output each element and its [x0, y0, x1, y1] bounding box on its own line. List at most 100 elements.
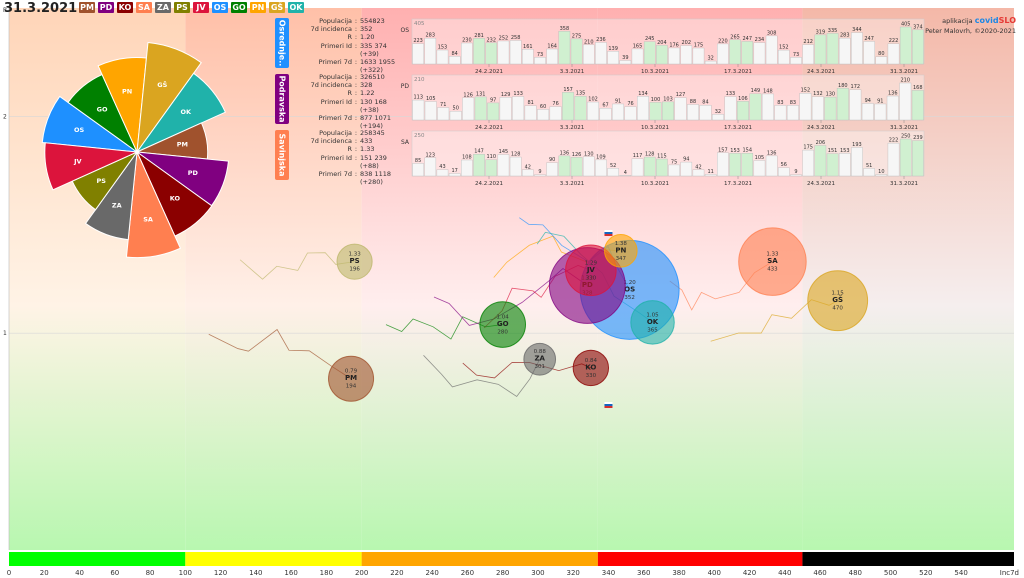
stat-label: 7d incidenca [310, 25, 352, 34]
bar-value-label: 176 [669, 42, 679, 48]
stat-row: Populacija:326510 [292, 73, 406, 81]
bar-value-label: 80 [878, 51, 884, 57]
bar-value-label: 76 [552, 101, 558, 107]
bar [790, 174, 802, 177]
bubble [572, 349, 610, 387]
region-tab[interactable]: Savinjska [275, 130, 289, 180]
bar-value-label: 4 [624, 170, 627, 176]
bar-value-label: 52 [610, 163, 616, 169]
bar-region-code: OS [400, 27, 409, 34]
region-tab-label: Podravska [277, 75, 287, 123]
region-button-ko[interactable]: KO [117, 2, 133, 13]
bar-value-label: 232 [486, 37, 496, 43]
bar [656, 158, 668, 177]
bar [887, 142, 900, 177]
region-button-pm[interactable]: PM [79, 2, 95, 13]
region-button-za[interactable]: ZA [155, 2, 171, 13]
bar-value-label: 230 [462, 37, 472, 43]
region-button-ps[interactable]: PS [174, 2, 190, 13]
bubble-inc-label: 330 [586, 373, 597, 379]
bar-value-label: 222 [889, 138, 899, 144]
bar [861, 103, 874, 121]
bubble [630, 300, 675, 345]
bar [912, 140, 924, 177]
bar [424, 101, 437, 121]
bar [612, 103, 624, 121]
bar-value-label: 108 [462, 155, 472, 161]
bar [863, 168, 875, 177]
bubble-r-label: 1.15 [832, 291, 845, 297]
bar-value-label: 358 [560, 26, 570, 32]
bar [574, 96, 587, 121]
region-button-os[interactable]: OS [212, 2, 228, 13]
pie-slice-label: PS [97, 177, 107, 185]
region-button-go[interactable]: GO [231, 2, 247, 13]
bar [736, 101, 749, 121]
bar [680, 45, 693, 65]
bubble-r-label: 0.88 [534, 349, 547, 355]
bar [874, 103, 887, 121]
stat-value: 328 [360, 81, 373, 90]
region-button-sa[interactable]: SA [136, 2, 152, 13]
bar [692, 169, 705, 177]
x-tick-label: 200 [355, 569, 368, 577]
stat-label: Populacija [319, 73, 352, 81]
region-button-ok[interactable]: OK [288, 2, 304, 13]
bar [587, 101, 600, 121]
bubble-code-label: PM [345, 374, 357, 382]
bubble-trail [208, 328, 352, 380]
bar-value-label: 223 [413, 38, 423, 44]
incidence-band [802, 552, 1014, 566]
pie-slice [84, 150, 138, 241]
pie-slice [136, 42, 202, 154]
bar-value-label: 245 [645, 36, 655, 42]
bar [582, 156, 595, 177]
region-tab[interactable]: Osrednje.. [275, 18, 289, 68]
region-button-gš[interactable]: GŠ [269, 2, 285, 13]
stat-value: 151 239 (+88) [360, 153, 387, 170]
date-label: 24.2.2021 [475, 125, 503, 131]
bar [729, 39, 741, 65]
bar-value-label: 42 [695, 164, 701, 170]
bar [546, 162, 558, 177]
bar [836, 88, 849, 121]
pie-slice-label: SA [143, 216, 153, 224]
x-tick-label: 500 [884, 569, 897, 577]
x-axis: 0 20 40 60 80 100 120 140 160 180 200 220 240 260 280 3… [7, 569, 1019, 577]
stat-separator: : [354, 25, 358, 34]
bar [786, 105, 799, 121]
x-tick-label: 480 [849, 569, 862, 577]
bar-value-label: 154 [742, 148, 752, 154]
x-tick-label: 80 [146, 569, 155, 577]
bubble-r-label: 0.79 [345, 369, 358, 375]
region-tab[interactable]: Podravska [275, 74, 289, 124]
date-label: 24.3.2021 [807, 69, 835, 75]
region-button-jv[interactable]: JV [193, 2, 209, 13]
bar [717, 43, 729, 65]
stat-separator: : [354, 33, 358, 42]
flag-stripe [604, 230, 613, 232]
x-tick-label: 360 [637, 569, 650, 577]
bar [485, 159, 498, 177]
bar [886, 95, 899, 121]
stat-label: Primeri Id [320, 97, 352, 106]
date-label: 24.2.2021 [475, 181, 503, 187]
bubble [604, 234, 638, 268]
stat-value: 1.33 [360, 145, 375, 154]
bar-value-label: 308 [767, 30, 777, 36]
bar [662, 101, 674, 121]
bar-value-label: 206 [816, 140, 826, 146]
bubble [807, 270, 869, 332]
region-button-pd[interactable]: PD [98, 2, 114, 13]
bar-value-label: 91 [615, 98, 621, 104]
region-button-pn[interactable]: PN [250, 2, 266, 13]
bubble-r-label: 1.04 [497, 315, 510, 321]
bar [765, 35, 778, 65]
region-stats: Populacija:326510 7d incidenca:328 R:1.22 P… [292, 73, 406, 130]
bar [461, 42, 473, 65]
bar-value-label: 164 [547, 44, 557, 50]
bar [887, 43, 900, 65]
x-tick-label: 420 [743, 569, 756, 577]
